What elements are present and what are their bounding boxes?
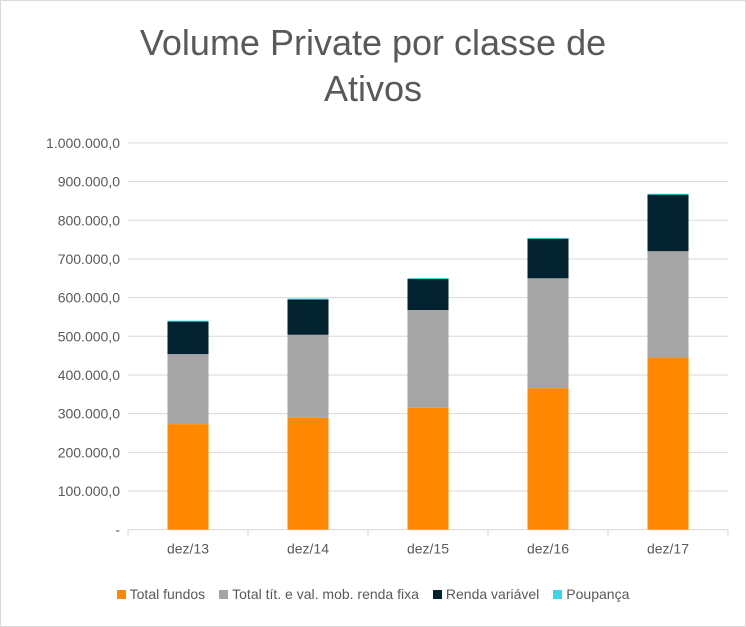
- legend-swatch: [116, 589, 126, 599]
- y-tick-label: 100.000,0: [58, 483, 120, 499]
- x-tick-label: dez/15: [407, 541, 449, 557]
- bar-total-fundos-dez-14: [287, 417, 329, 530]
- y-tick-label: 1.000.000,0: [46, 135, 120, 151]
- legend-swatch: [219, 589, 229, 599]
- bar-total-t-t-e-val-mob-renda-fixa-dez-13: [167, 354, 209, 425]
- legend-item: Poupança: [553, 586, 629, 602]
- legend-item: Total tít. e val. mob. renda fixa: [219, 586, 419, 602]
- bar-poupan-a-dez-14: [287, 298, 329, 300]
- bar-poupan-a-dez-16: [527, 237, 569, 239]
- chart-title-line-1: Volume Private por classe de: [139, 22, 607, 63]
- bar-poupan-a-dez-17: [647, 193, 689, 195]
- bar-total-fundos-dez-17: [647, 357, 689, 530]
- y-tick-label: 900.000,0: [58, 174, 120, 190]
- x-tick-label: dez/17: [647, 541, 689, 557]
- chart-title: Volume Private por classe de Ativos: [0, 20, 746, 112]
- bar-poupan-a-dez-13: [167, 320, 209, 322]
- bar-total-fundos-dez-13: [167, 424, 209, 530]
- legend-swatch: [553, 589, 563, 599]
- legend: Total fundos Total tít. e val. mob. renda…: [0, 586, 746, 602]
- y-tick-label: 300.000,0: [58, 406, 120, 422]
- chart-title-line-2: Ativos: [323, 68, 423, 109]
- legend-label: Poupança: [566, 586, 630, 602]
- y-tick-label: 500.000,0: [58, 328, 120, 344]
- bar-renda-vari-vel-dez-17: [647, 194, 689, 252]
- bar-renda-vari-vel-dez-14: [287, 299, 329, 335]
- bar-renda-vari-vel-dez-13: [167, 321, 209, 355]
- x-tick-label: dez/16: [527, 541, 569, 557]
- bar-total-t-t-e-val-mob-renda-fixa-dez-14: [287, 334, 329, 418]
- x-tick-label: dez/14: [287, 541, 329, 557]
- bar-renda-vari-vel-dez-15: [407, 278, 449, 310]
- y-tick-label: 400.000,0: [58, 367, 120, 383]
- x-tick-label: dez/13: [167, 541, 209, 557]
- bar-total-fundos-dez-15: [407, 407, 449, 530]
- bar-total-t-t-e-val-mob-renda-fixa-dez-17: [647, 251, 689, 358]
- y-tick-label: -: [115, 522, 120, 538]
- bar-renda-vari-vel-dez-16: [527, 238, 569, 279]
- legend-item: Total fundos: [116, 586, 206, 602]
- bar-total-t-t-e-val-mob-renda-fixa-dez-16: [527, 278, 569, 389]
- legend-label: Total fundos: [129, 586, 206, 602]
- bar-poupan-a-dez-15: [407, 278, 449, 280]
- y-tick-label: 800.000,0: [58, 212, 120, 228]
- y-tick-label: 600.000,0: [58, 290, 120, 306]
- legend-swatch: [432, 589, 442, 599]
- legend-label: Total tít. e val. mob. renda fixa: [232, 586, 419, 602]
- y-tick-label: 700.000,0: [58, 251, 120, 267]
- y-tick-label: 200.000,0: [58, 444, 120, 460]
- legend-label: Renda variável: [445, 586, 540, 602]
- legend-item: Renda variável: [432, 586, 540, 602]
- bar-total-fundos-dez-16: [527, 388, 569, 530]
- bar-total-t-t-e-val-mob-renda-fixa-dez-15: [407, 309, 449, 408]
